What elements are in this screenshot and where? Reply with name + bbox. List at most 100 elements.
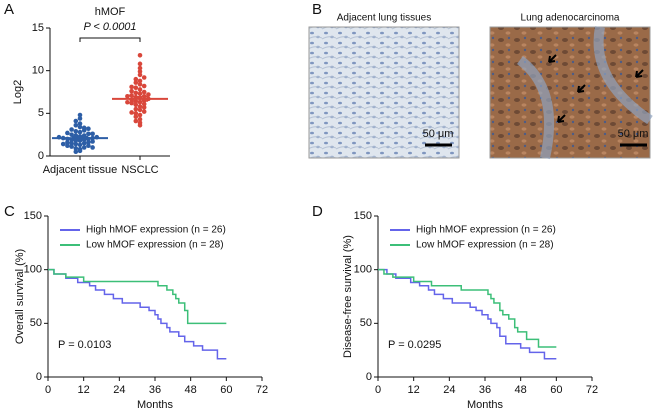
data-point: [133, 118, 139, 124]
data-point: [65, 143, 70, 149]
data-point: [77, 129, 83, 135]
data-point: [141, 89, 147, 95]
data-point: [77, 116, 83, 121]
data-point: [141, 109, 147, 114]
y-tick-label: 0: [36, 371, 42, 383]
x-tick-label: 24: [113, 384, 125, 396]
x-tick-label: NSCLC: [121, 164, 158, 176]
data-point: [65, 130, 70, 136]
data-point: [81, 145, 87, 150]
y-tick-label: 100: [354, 264, 372, 276]
data-point: [65, 140, 70, 145]
data-point: [133, 114, 139, 120]
panel-label: C: [4, 203, 15, 220]
data-point: [77, 112, 83, 118]
data-point: [73, 128, 79, 134]
data-point: [137, 82, 143, 87]
data-point: [137, 91, 143, 97]
y-tick-label: 150: [354, 210, 372, 222]
y-tick-label: 0: [366, 371, 372, 383]
x-tick-label: 48: [515, 384, 527, 396]
x-tick-label: 60: [550, 384, 562, 396]
x-tick-label: 0: [45, 384, 51, 396]
survival-curve: [378, 268, 557, 348]
data-point: [73, 122, 79, 128]
data-point: [77, 146, 83, 152]
data-point: [69, 144, 74, 149]
x-tick-label: 36: [479, 384, 491, 396]
y-tick-label: 50: [360, 317, 372, 329]
data-point: [125, 93, 130, 99]
survival-curve: [48, 268, 227, 360]
x-tick-label: 12: [408, 384, 420, 396]
data-point: [133, 90, 139, 96]
y-axis-label: Disease-free survival (%): [342, 235, 354, 358]
scale-label: 50 μm: [423, 128, 454, 140]
x-axis-label: Months: [137, 399, 174, 411]
data-point: [141, 105, 147, 110]
y-tick-label: 10: [32, 65, 44, 77]
data-point: [141, 83, 147, 89]
data-point: [133, 76, 139, 82]
data-point: [81, 140, 87, 146]
data-point: [86, 131, 91, 137]
survival-curve: [378, 268, 557, 360]
x-tick-label: Adjacent tissue: [43, 164, 118, 176]
y-tick-label: 0: [38, 150, 44, 162]
data-point: [73, 141, 79, 147]
data-point: [77, 124, 83, 130]
data-point: [60, 141, 66, 147]
data-point: [129, 88, 134, 94]
y-tick-label: 50: [30, 317, 42, 329]
x-axis-label: Months: [467, 399, 504, 411]
data-point: [86, 140, 91, 145]
y-axis-label: Overall survival (%): [14, 249, 26, 344]
stroma: [516, 26, 653, 160]
legend-label: High hMOF expression (n = 26): [416, 225, 556, 236]
data-point: [86, 126, 91, 131]
image-title: Adjacent lung tissues: [337, 13, 432, 24]
panel-label: D: [312, 203, 323, 220]
data-point: [90, 139, 95, 144]
x-tick-label: 24: [443, 384, 455, 396]
data-point: [137, 112, 143, 118]
error-bar: [72, 136, 88, 141]
x-tick-label: 72: [586, 384, 598, 396]
y-tick-label: 5: [38, 107, 44, 119]
annotation: P < 0.0001: [83, 21, 136, 33]
data-point: [90, 131, 95, 137]
panel-label: B: [312, 1, 322, 18]
x-tick-label: 72: [256, 384, 268, 396]
data-point: [137, 53, 143, 58]
data-point: [77, 142, 83, 148]
survival-curve: [48, 268, 227, 325]
data-point: [146, 92, 151, 97]
data-point: [133, 106, 139, 112]
legend-label: Low hMOF expression (n = 28): [416, 240, 554, 251]
x-tick-label: 48: [185, 384, 197, 396]
tissue-image: [308, 26, 460, 159]
significance-bracket: [79, 37, 141, 42]
chart-title: hMOF: [95, 6, 126, 18]
annotation: P = 0.0295: [388, 339, 441, 351]
legend-label: High hMOF expression (n = 26): [86, 225, 226, 236]
data-point: [133, 102, 139, 108]
legend-label: Low hMOF expression (n = 28): [86, 240, 224, 251]
data-point: [86, 143, 91, 149]
data-point: [133, 111, 139, 116]
data-point: [69, 127, 74, 132]
y-tick-label: 15: [32, 22, 44, 34]
arrows: [548, 54, 644, 123]
data-point: [73, 118, 79, 124]
data-point: [125, 99, 130, 105]
x-tick-label: 0: [375, 384, 381, 396]
image-title: Lung adenocarcinoma: [521, 13, 620, 24]
x-tick-label: 36: [149, 384, 161, 396]
data-point: [69, 132, 74, 137]
data-point: [133, 85, 139, 91]
data-point: [137, 72, 143, 78]
data-point: [141, 101, 147, 107]
data-point: [69, 140, 74, 146]
data-point: [129, 84, 134, 90]
x-tick-label: 60: [220, 384, 232, 396]
